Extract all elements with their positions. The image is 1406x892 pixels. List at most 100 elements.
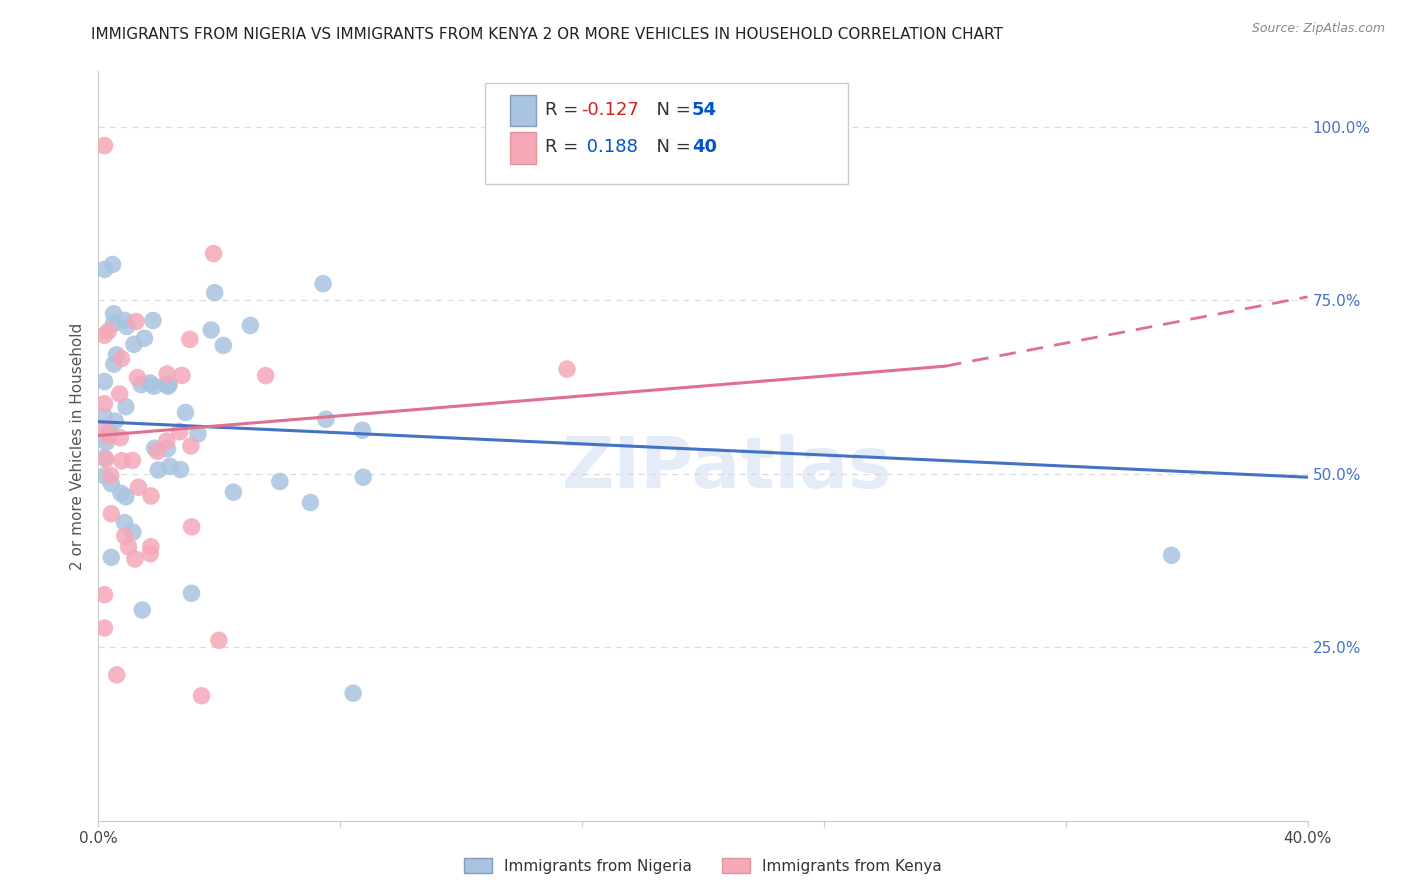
Point (190, 689, 212, 703)
Point (93, 397, 115, 411)
Point (124, 552, 146, 566)
Point (555, 362, 578, 376)
FancyBboxPatch shape (485, 83, 848, 184)
Point (156, 367, 179, 381)
Point (222, 485, 245, 500)
Point (125, 314, 148, 328)
Point (101, 257, 124, 271)
Point (94, 452, 117, 467)
Point (114, 516, 136, 530)
Point (352, 423, 374, 437)
Point (103, 357, 125, 371)
Point (93, 621, 115, 635)
Point (200, 323, 222, 337)
Point (110, 486, 132, 500)
Point (170, 368, 193, 383)
Point (122, 525, 145, 540)
Point (134, 331, 156, 345)
Point (139, 547, 162, 561)
Point (1160, 549, 1182, 563)
Point (93, 328, 115, 343)
Point (212, 338, 235, 352)
Point (93, 450, 115, 465)
Point (254, 368, 277, 383)
Point (103, 307, 125, 321)
Point (93, 138, 115, 153)
Point (93, 588, 115, 602)
Point (208, 633, 231, 648)
Point (174, 405, 197, 419)
Point (352, 470, 374, 484)
Point (98, 429, 121, 443)
Point (100, 468, 122, 483)
Point (143, 442, 166, 456)
Point (180, 439, 202, 453)
Text: ZIPatlas: ZIPatlas (562, 434, 893, 503)
Point (180, 586, 202, 600)
Text: N =: N = (645, 138, 696, 156)
FancyBboxPatch shape (509, 132, 536, 163)
Point (187, 426, 209, 441)
Point (127, 370, 149, 384)
Point (157, 377, 180, 392)
Point (129, 377, 152, 392)
Point (127, 480, 149, 494)
Point (115, 400, 138, 414)
Point (97, 324, 120, 338)
Point (142, 313, 165, 327)
Point (114, 490, 136, 504)
Point (204, 285, 226, 300)
Point (115, 319, 138, 334)
Point (131, 603, 153, 617)
Point (169, 462, 191, 476)
Point (269, 475, 291, 489)
Point (105, 668, 128, 682)
Text: R =: R = (544, 101, 583, 119)
Text: 54: 54 (692, 101, 717, 119)
Point (122, 337, 145, 351)
Point (110, 431, 132, 445)
Point (156, 434, 179, 448)
Point (142, 379, 165, 393)
Text: Source: ZipAtlas.com: Source: ZipAtlas.com (1251, 22, 1385, 36)
Legend: Immigrants from Nigeria, Immigrants from Kenya: Immigrants from Nigeria, Immigrants from… (458, 852, 948, 880)
FancyBboxPatch shape (509, 95, 536, 126)
Point (202, 246, 225, 260)
Point (110, 351, 132, 366)
Point (159, 459, 181, 474)
Point (117, 540, 139, 554)
Point (155, 377, 177, 392)
Point (114, 529, 136, 543)
Point (93, 468, 115, 483)
Point (169, 425, 191, 439)
Text: R =: R = (544, 138, 583, 156)
Point (239, 318, 262, 333)
Point (105, 348, 128, 362)
Point (752, 160, 775, 174)
Point (93, 375, 115, 389)
Point (100, 550, 122, 565)
Point (342, 686, 364, 700)
Y-axis label: 2 or more Vehicles in Household: 2 or more Vehicles in Household (70, 322, 86, 570)
Point (93, 421, 115, 435)
Point (104, 414, 127, 428)
Point (180, 520, 202, 534)
Point (100, 507, 122, 521)
Point (103, 317, 125, 331)
Point (111, 454, 134, 468)
Text: -0.127: -0.127 (581, 101, 638, 119)
Point (139, 376, 162, 390)
Point (96, 435, 118, 450)
Point (156, 442, 179, 456)
Text: 0.188: 0.188 (581, 138, 638, 156)
Point (93, 262, 115, 277)
Point (97, 427, 120, 442)
Point (93, 409, 115, 424)
Point (156, 379, 179, 393)
Text: IMMIGRANTS FROM NIGERIA VS IMMIGRANTS FROM KENYA 2 OR MORE VEHICLES IN HOUSEHOLD: IMMIGRANTS FROM NIGERIA VS IMMIGRANTS FR… (91, 27, 1004, 42)
Point (312, 277, 335, 291)
Point (139, 489, 162, 503)
Text: 40: 40 (692, 138, 717, 156)
Point (108, 387, 131, 401)
Point (146, 444, 169, 458)
